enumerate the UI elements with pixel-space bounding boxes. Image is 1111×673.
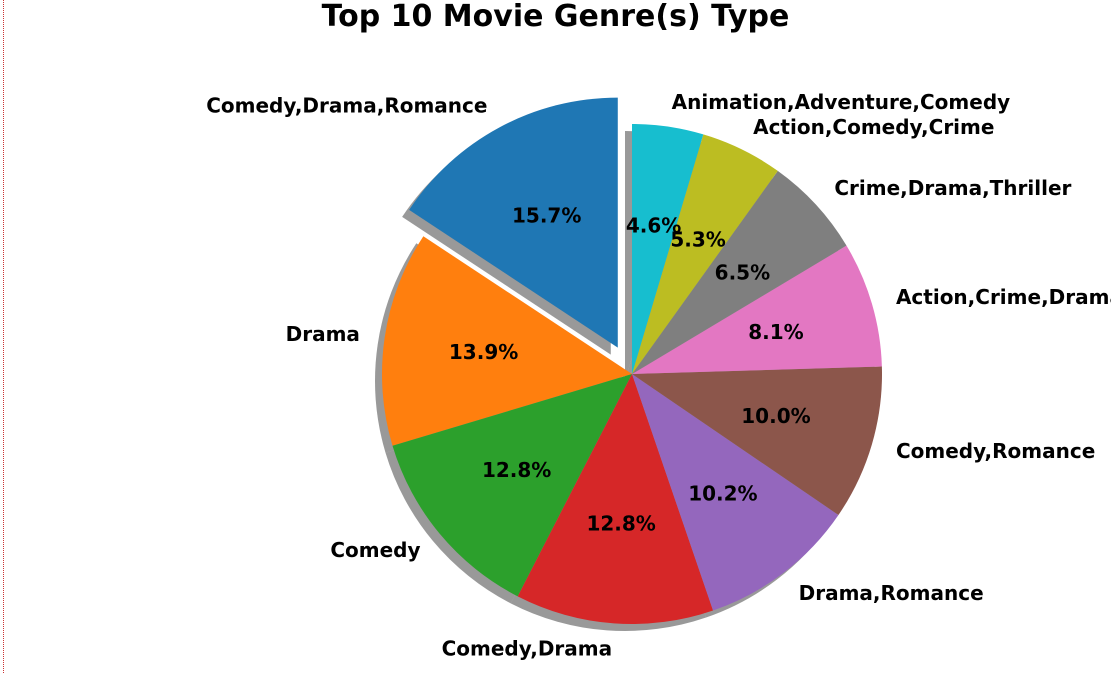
pie-slice-animation-adventure-comedy: [632, 124, 704, 374]
slice-category-label-comedy-drama-romance: Comedy,Drama,Romance: [206, 93, 487, 117]
slice-category-label-crime-drama-thriller: Crime,Drama,Thriller: [834, 176, 1071, 200]
slice-pct-label-drama-romance: 10.2%: [688, 481, 757, 505]
pie-slice-comedy: [392, 374, 632, 597]
slice-category-label-comedy-drama: Comedy,Drama: [442, 636, 613, 660]
slice-pct-label-comedy-drama: 12.8%: [586, 512, 655, 536]
slice-category-label-comedy: Comedy: [330, 538, 420, 562]
slice-category-label-action-crime-drama: Action,Crime,Drama: [896, 285, 1111, 309]
pie-slice-comedy-drama: [517, 374, 714, 624]
slice-pct-label-action-comedy-crime: 5.3%: [670, 227, 725, 251]
slice-pct-label-action-crime-drama: 8.1%: [748, 320, 803, 344]
slice-pct-label-animation-adventure-comedy: 4.6%: [626, 214, 681, 238]
slice-category-label-drama-romance: Drama,Romance: [799, 581, 984, 605]
slice-category-label-action-comedy-crime: Action,Comedy,Crime: [753, 115, 994, 139]
slice-category-label-comedy-romance: Comedy,Romance: [896, 439, 1095, 463]
left-dotted-rule: [3, 0, 4, 673]
pie-slice-action-comedy-crime: [632, 134, 778, 374]
slice-pct-label-crime-drama-thriller: 6.5%: [715, 260, 770, 284]
pie-slice-action-crime-drama: [632, 245, 882, 374]
pie-slice-comedy-drama-romance: [409, 97, 618, 348]
pie-slice-crime-drama-thriller: [632, 170, 847, 374]
slice-pct-label-comedy-romance: 10.0%: [741, 404, 810, 428]
pie-slice-drama-romance: [632, 374, 839, 611]
slice-pct-label-comedy: 12.8%: [482, 458, 551, 482]
pie-slice-drama: [381, 236, 632, 446]
slice-category-label-drama: Drama: [286, 322, 360, 346]
slice-pct-label-drama: 13.9%: [449, 340, 518, 364]
pie-slice-comedy-romance: [632, 366, 882, 515]
slice-pct-label-comedy-drama-romance: 15.7%: [512, 203, 581, 227]
slice-category-label-animation-adventure-comedy: Animation,Adventure,Comedy: [672, 90, 1011, 114]
slice-layer: [381, 97, 882, 624]
label-layer: 15.7% Comedy,Drama,Romance 13.9% Drama 12.8%…: [206, 90, 1111, 660]
chart-title: Top 10 Movie Genre(s) Type: [321, 0, 790, 34]
